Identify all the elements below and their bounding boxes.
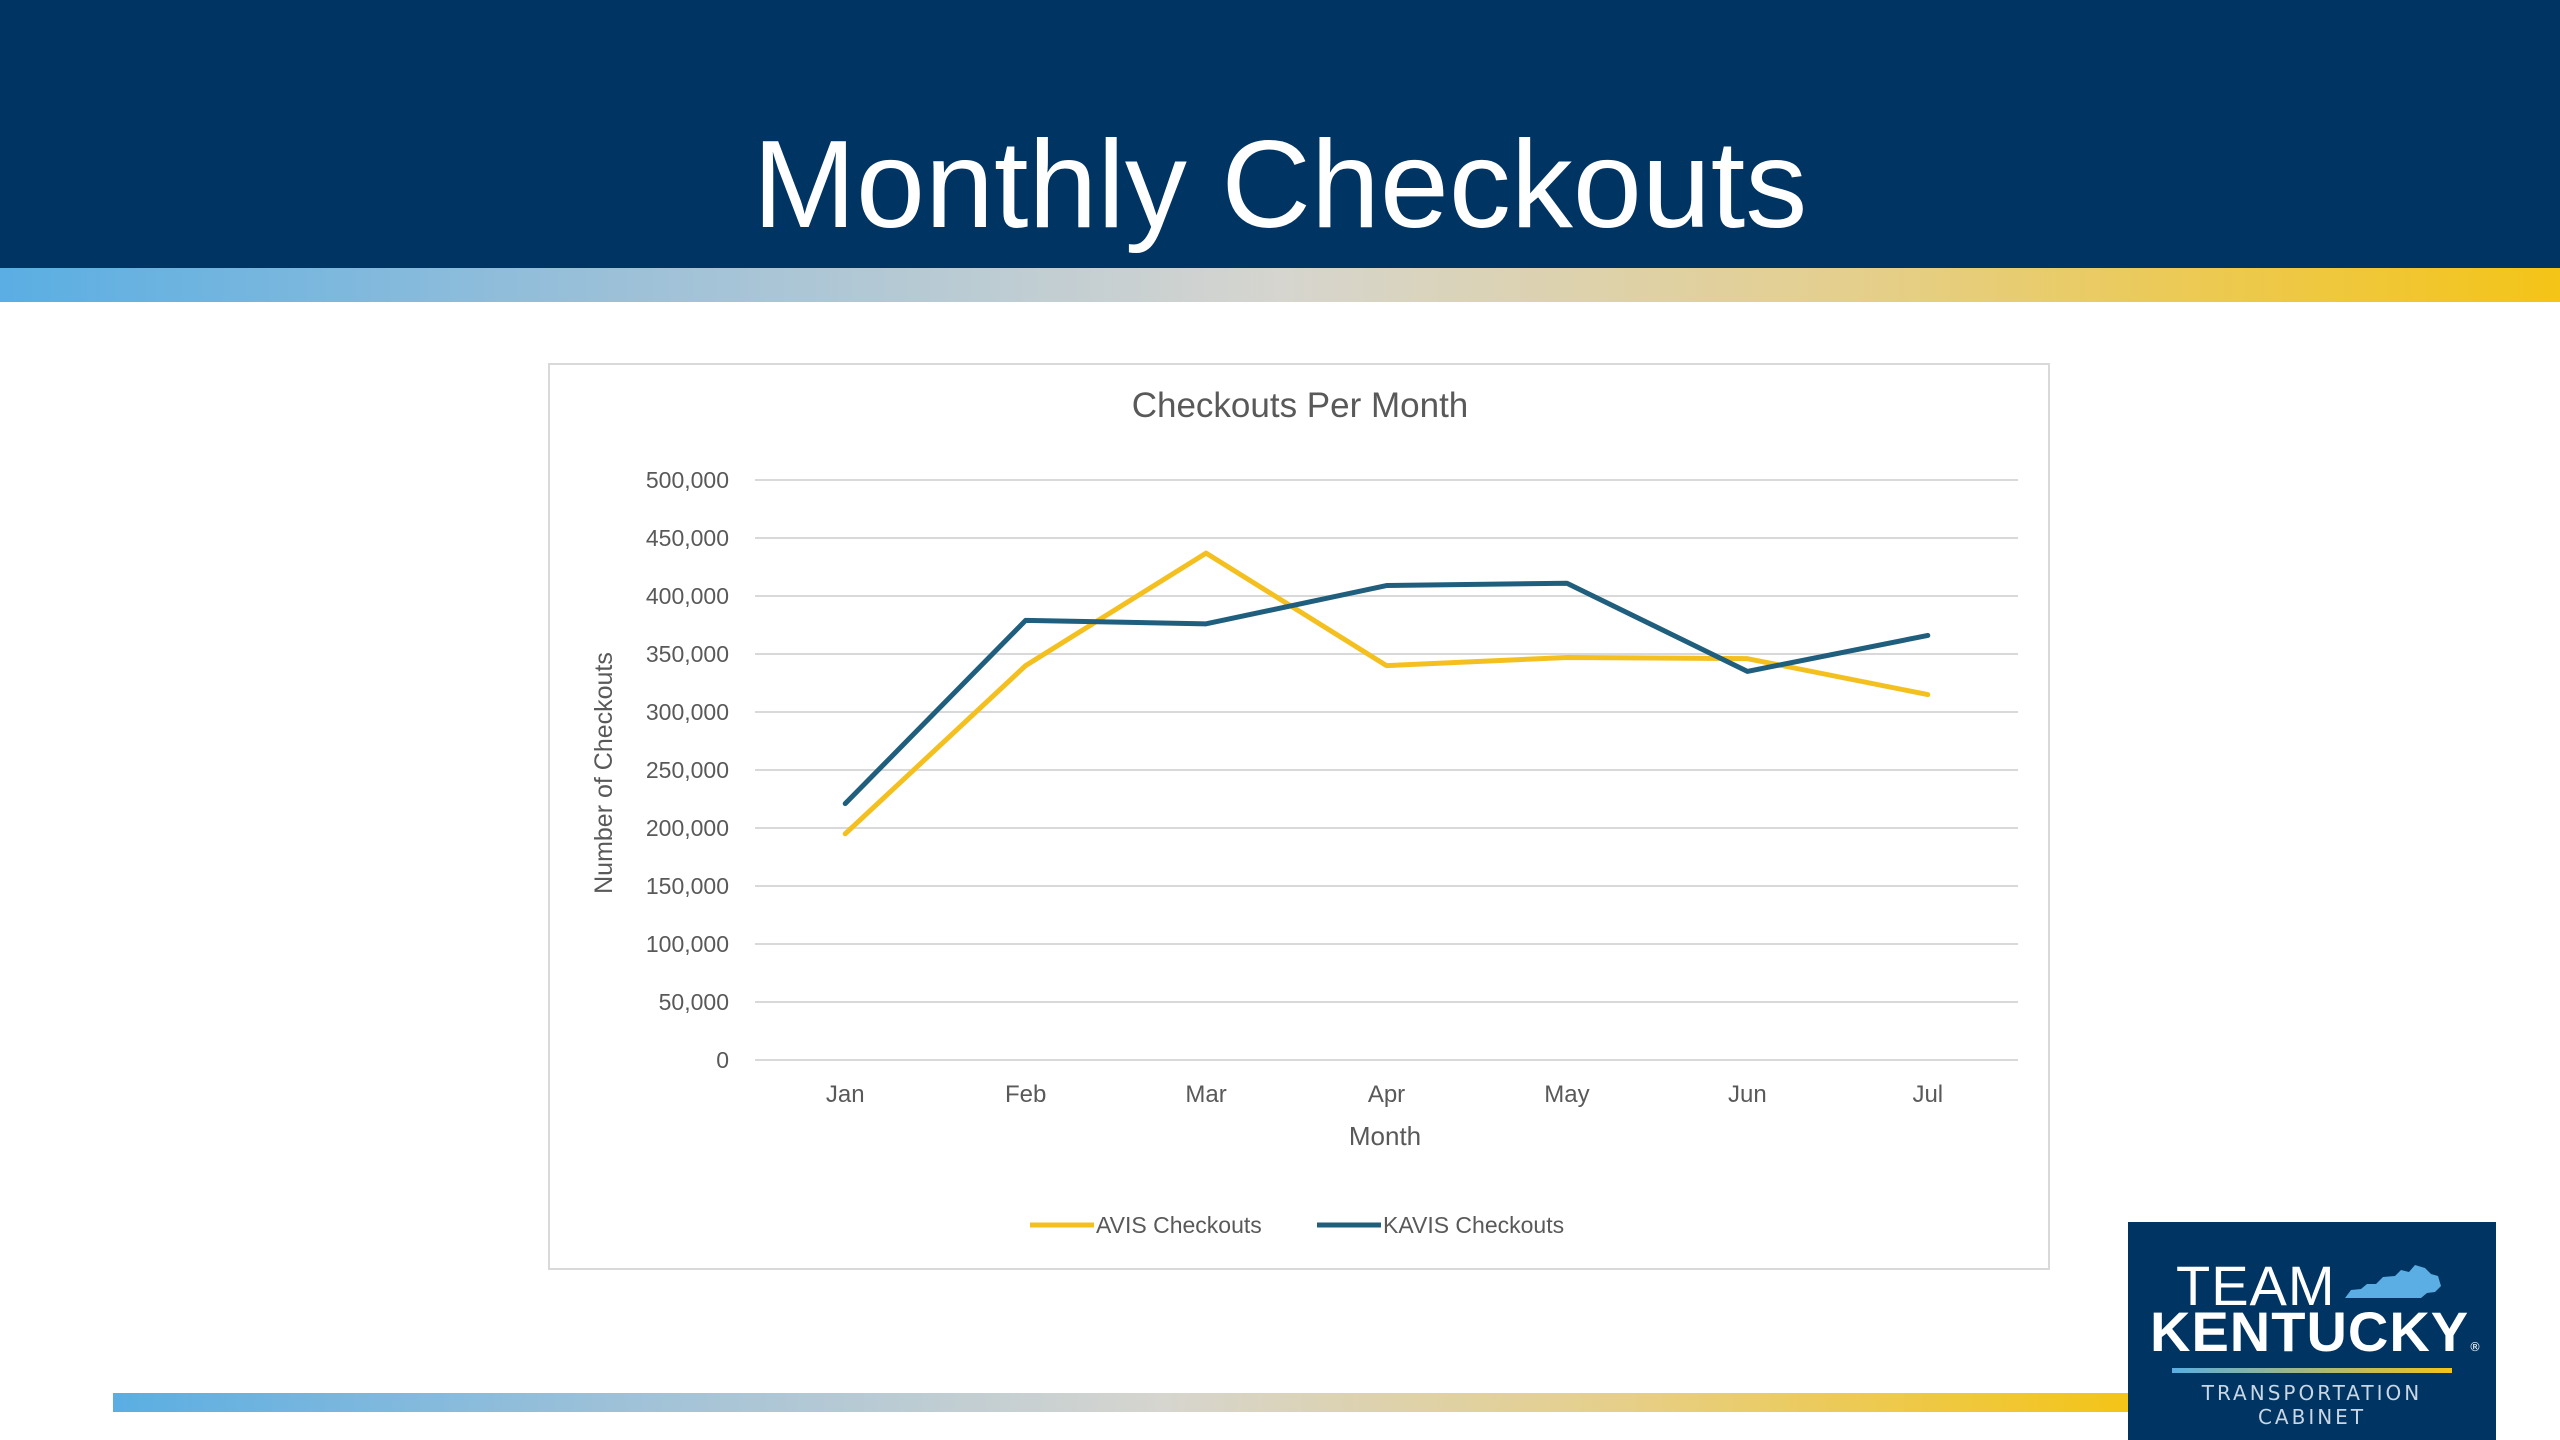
x-tick-label: Mar — [1185, 1081, 1226, 1108]
y-tick-label: 400,000 — [646, 583, 729, 609]
x-tick-label: May — [1544, 1081, 1589, 1108]
line-chart: Checkouts Per Month 0 50,000 100,000 150,00… — [590, 386, 2018, 1238]
logo-registered-mark: ® — [2469, 1340, 2481, 1354]
team-kentucky-logo: TEAM KENTUCKY ® TRANSPORTATION CABINET — [2128, 1222, 2496, 1440]
y-tick-label: 50,000 — [659, 989, 729, 1015]
x-tick-label: Jun — [1728, 1081, 1767, 1108]
chart-title: Checkouts Per Month — [1132, 386, 1469, 425]
y-axis-label: Number of Checkouts — [590, 652, 618, 894]
y-tick-label: 200,000 — [646, 815, 729, 841]
x-tick-label: Apr — [1368, 1081, 1405, 1108]
logo-subtitle-1: TRANSPORTATION — [2201, 1381, 2423, 1405]
y-tick-label: 500,000 — [646, 467, 729, 493]
series-lines — [842, 550, 1931, 837]
chart-frame: Checkouts Per Month 0 50,000 100,000 150,00… — [548, 363, 2050, 1270]
y-tick-label: 0 — [716, 1047, 729, 1073]
accent-stripe-top — [0, 268, 2560, 302]
x-axis-ticks: Jan Feb Mar Apr May Jun Jul — [826, 1081, 1943, 1108]
logo-team-text: TEAM — [2176, 1254, 2336, 1317]
legend-label: KAVIS Checkouts — [1383, 1212, 1564, 1238]
logo-divider — [2172, 1368, 2452, 1373]
logo-kentucky-text: KENTUCKY — [2150, 1300, 2470, 1363]
x-tick-label: Jul — [1912, 1081, 1943, 1108]
x-tick-label: Jan — [826, 1081, 865, 1108]
header-bar — [0, 0, 2560, 268]
y-tick-label: 350,000 — [646, 641, 729, 667]
y-axis-ticks: 0 50,000 100,000 150,000 200,000 250,000 300,0… — [646, 467, 729, 1073]
kentucky-state-icon — [2345, 1265, 2441, 1298]
x-tick-label: Feb — [1005, 1081, 1046, 1108]
accent-stripe-bottom — [113, 1393, 2128, 1412]
gridlines — [755, 479, 2018, 1061]
y-tick-label: 150,000 — [646, 873, 729, 899]
y-tick-label: 450,000 — [646, 525, 729, 551]
x-axis-label: Month — [1349, 1121, 1421, 1151]
logo-subtitle-2: CABINET — [2257, 1405, 2367, 1429]
legend: AVIS Checkouts KAVIS Checkouts — [1030, 1212, 1564, 1238]
y-tick-label: 100,000 — [646, 931, 729, 957]
y-tick-label: 300,000 — [646, 699, 729, 725]
legend-label: AVIS Checkouts — [1096, 1212, 1262, 1238]
y-tick-label: 250,000 — [646, 757, 729, 783]
slide-title: Monthly Checkouts — [752, 116, 1808, 254]
